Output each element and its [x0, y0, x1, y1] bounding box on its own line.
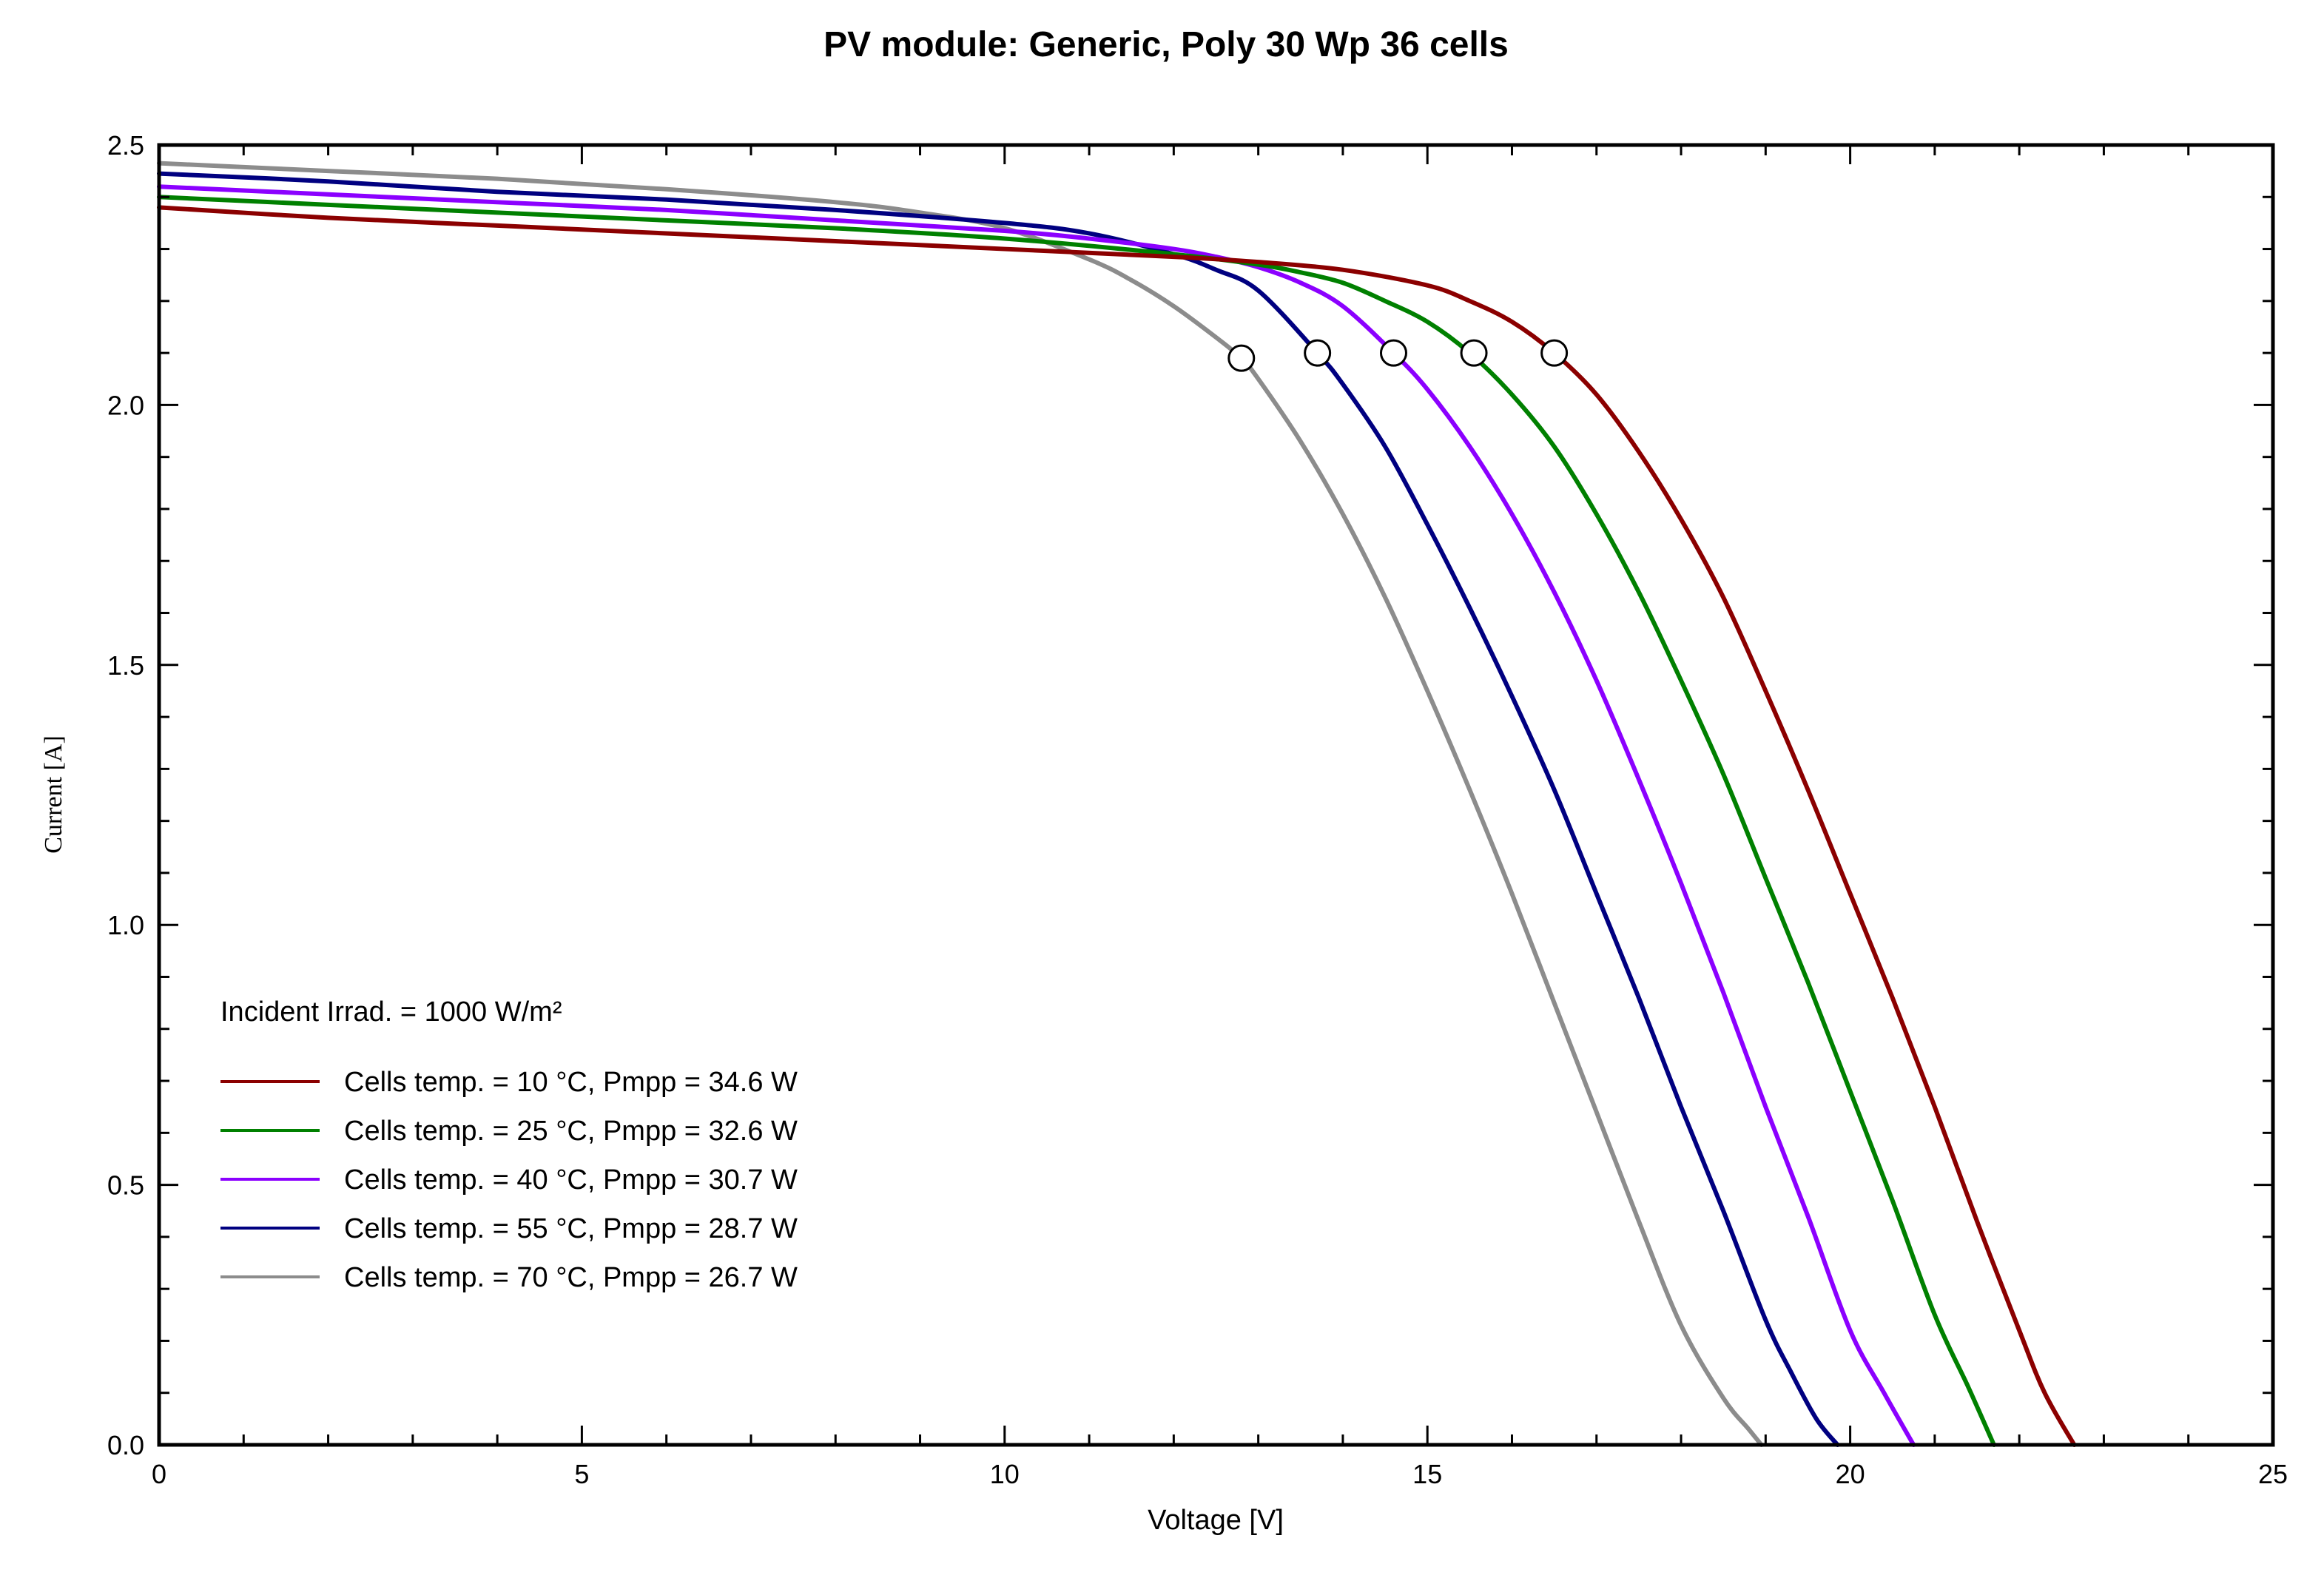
mpp-markers: [1227, 339, 1569, 372]
y-tick-label: 1.5: [107, 650, 144, 681]
x-axis-tick-labels: 0 5 10 15 20 25: [152, 1459, 2288, 1489]
axis-ticks: [158, 144, 2274, 1446]
x-tick-label: 0: [152, 1459, 166, 1489]
plot-area: [157, 161, 2077, 1447]
x-axis-label: Voltage [V]: [1148, 1505, 1284, 1536]
x-tick-label: 25: [2258, 1459, 2288, 1489]
x-tick-label: 20: [1836, 1459, 1865, 1489]
y-tick-label: 2.5: [107, 130, 144, 161]
series-line-4: [157, 161, 1764, 1447]
y-tick-label: 0.0: [107, 1430, 144, 1460]
y-axis-tick-labels: 0.0 0.5 1.0 1.5 2.0 2.5: [107, 130, 144, 1460]
series-line-2: [157, 184, 1916, 1447]
legend-label-2: Cells temp. = 40 °C, Pmpp = 30.7 W: [344, 1164, 798, 1196]
legend-header: Incident Irrad. = 1000 W/m²: [220, 997, 562, 1028]
legend-label-1: Cells temp. = 25 °C, Pmpp = 32.6 W: [344, 1116, 798, 1147]
mpp-marker-0: [1540, 339, 1569, 367]
plot-frame: [157, 143, 2275, 1447]
legend-label-4: Cells temp. = 70 °C, Pmpp = 26.7 W: [344, 1262, 798, 1293]
legend-entries: Cells temp. = 10 °C, Pmpp = 34.6 W Cells …: [220, 1067, 798, 1293]
x-tick-label: 10: [990, 1459, 1020, 1489]
chart-title: PV module: Generic, Poly 30 Wp 36 cells: [823, 25, 1509, 64]
legend-label-3: Cells temp. = 55 °C, Pmpp = 28.7 W: [344, 1213, 798, 1244]
x-tick-label: 15: [1412, 1459, 1442, 1489]
mpp-marker-2: [1379, 339, 1407, 367]
mpp-marker-4: [1227, 344, 1256, 372]
y-tick-label: 2.0: [107, 390, 144, 420]
legend: Incident Irrad. = 1000 W/m² Cells temp. …: [220, 997, 798, 1293]
legend-label-0: Cells temp. = 10 °C, Pmpp = 34.6 W: [344, 1067, 798, 1098]
y-tick-label: 0.5: [107, 1170, 144, 1201]
x-tick-label: 5: [574, 1459, 589, 1489]
y-axis-label: Current [A]: [40, 735, 67, 854]
mpp-marker-1: [1460, 339, 1488, 367]
mpp-marker-3: [1304, 339, 1332, 367]
y-tick-label: 1.0: [107, 910, 144, 940]
series-line-3: [157, 171, 1840, 1447]
